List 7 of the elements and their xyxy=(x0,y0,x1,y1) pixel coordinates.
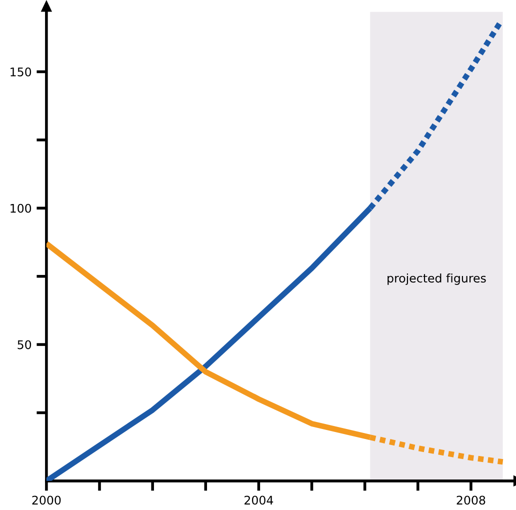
y-tick-label: 150 xyxy=(10,67,32,76)
y-tick-label: 100 xyxy=(10,204,32,213)
x-tick-label: 2000 xyxy=(32,496,61,505)
band-label: projected figures xyxy=(388,273,486,285)
x-tick-label: 2008 xyxy=(456,496,486,505)
x-tick-label: 2004 xyxy=(244,496,274,505)
y-tick-label: 50 xyxy=(18,340,32,350)
